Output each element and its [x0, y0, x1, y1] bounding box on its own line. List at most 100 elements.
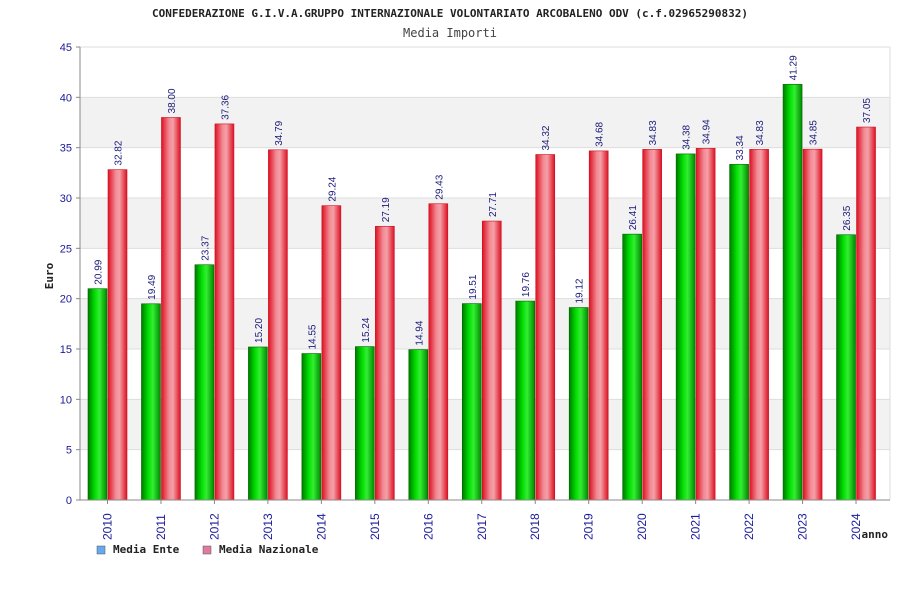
y-tick-label: 35 — [60, 143, 72, 155]
x-tick-label: 2010 — [101, 513, 115, 540]
data-label: 19.51 — [468, 274, 479, 299]
bar-media-nazionale — [107, 169, 128, 501]
data-label: 32.82 — [114, 140, 125, 165]
bar-media-nazionale — [856, 126, 876, 501]
data-label: 38.00 — [167, 88, 178, 113]
data-label: 29.24 — [327, 176, 338, 201]
data-label: 37.05 — [862, 98, 873, 123]
data-label: 34.38 — [682, 124, 693, 149]
y-tick-label: 5 — [66, 445, 72, 457]
y-axis-label: Euro — [43, 262, 56, 289]
y-tick-label: 45 — [60, 42, 72, 54]
bar-media-nazionale — [695, 147, 716, 501]
x-tick-label: 2013 — [261, 513, 275, 540]
bar-media-ente — [141, 303, 161, 501]
bar-media-ente — [461, 303, 482, 501]
data-label: 19.12 — [575, 278, 586, 303]
data-label: 19.76 — [521, 272, 532, 297]
data-label: 26.41 — [628, 205, 639, 230]
data-label: 34.68 — [595, 121, 606, 146]
x-tick-label: 2024 — [849, 513, 863, 540]
data-label: 27.71 — [488, 192, 499, 217]
data-label: 34.79 — [274, 120, 285, 145]
legend-swatch-media-nazionale — [202, 545, 212, 555]
bar-media-nazionale — [428, 203, 449, 501]
data-label: 34.85 — [809, 120, 820, 145]
bar-media-ente — [836, 234, 856, 501]
bar-media-ente — [355, 346, 375, 501]
data-label: 34.83 — [648, 120, 659, 145]
data-label: 20.99 — [94, 259, 105, 284]
y-tick-label: 10 — [60, 394, 72, 406]
data-label: 15.24 — [361, 317, 372, 342]
data-label: 33.34 — [735, 135, 746, 160]
chart-subtitle: Media Importi — [403, 26, 497, 40]
x-tick-label: 2014 — [314, 513, 328, 540]
plot-band — [80, 47, 890, 98]
y-tick-label: 20 — [60, 294, 72, 306]
chart-title: CONFEDERAZIONE G.I.V.A.GRUPPO INTERNAZIO… — [152, 7, 748, 20]
bar-media-nazionale — [588, 150, 609, 501]
bar-media-nazionale — [375, 225, 395, 501]
data-label: 34.94 — [702, 119, 713, 144]
data-label: 23.37 — [200, 235, 211, 260]
x-tick-label: 2018 — [528, 513, 542, 540]
bar-media-ente — [87, 288, 108, 501]
x-tick-label: 2022 — [742, 513, 756, 540]
y-tick-label: 0 — [66, 495, 72, 507]
x-tick-label: 2021 — [689, 513, 703, 540]
plot-band — [80, 97, 890, 148]
bar-media-ente — [515, 300, 536, 501]
x-tick-label: 2016 — [421, 513, 435, 540]
x-tick-label: 2011 — [154, 514, 168, 540]
bar-media-ente — [301, 353, 322, 501]
bar-media-ente — [729, 164, 749, 501]
data-labels-group: 20.99 32.82 19.49 38.00 23.37 37.36 15.20 34.79… — [94, 55, 874, 350]
bar-media-nazionale — [481, 220, 502, 501]
legend-label-media-nazionale: Media Nazionale — [219, 543, 319, 556]
bar-media-ente — [248, 346, 268, 501]
bar-media-ente — [408, 349, 429, 501]
bar-media-nazionale — [161, 117, 181, 501]
y-axis-ticks: 0 5 10 15 20 25 30 35 40 45 — [60, 42, 80, 507]
x-axis-label: anno — [862, 528, 889, 541]
x-tick-label: 2012 — [207, 513, 221, 540]
data-label: 34.83 — [755, 120, 766, 145]
bar-media-nazionale — [321, 205, 342, 501]
bar-media-nazionale — [214, 123, 235, 501]
x-tick-label: 2015 — [368, 513, 382, 540]
x-tick-label: 2023 — [796, 513, 810, 540]
bar-media-ente — [568, 307, 589, 501]
x-axis-ticks: 2010 2011 2012 2013 2014 2015 2016 2017 2018 2019… — [101, 500, 863, 540]
data-label: 15.20 — [254, 318, 265, 343]
data-label: 14.94 — [414, 320, 425, 345]
bar-media-ente — [782, 84, 803, 501]
bar-media-nazionale — [642, 149, 662, 501]
data-label: 27.19 — [381, 197, 392, 222]
bar-media-nazionale — [802, 148, 823, 501]
x-tick-label: 2019 — [582, 513, 596, 540]
data-label: 14.55 — [307, 324, 318, 349]
y-tick-label: 40 — [60, 92, 72, 104]
bar-media-ente — [622, 233, 642, 501]
y-tick-label: 25 — [60, 243, 72, 255]
legend: Media Ente Media Nazionale — [96, 543, 319, 556]
legend-swatch-media-ente — [96, 545, 106, 555]
legend-label-media-ente: Media Ente — [113, 543, 180, 556]
data-label: 29.43 — [434, 174, 445, 199]
bar-media-nazionale — [535, 154, 556, 501]
bar-media-nazionale — [268, 149, 288, 501]
y-tick-label: 15 — [60, 344, 72, 356]
bar-media-ente — [675, 153, 696, 501]
y-tick-label: 30 — [60, 193, 72, 205]
data-label: 34.32 — [541, 125, 552, 150]
data-label: 26.35 — [842, 205, 853, 230]
x-tick-label: 2017 — [475, 513, 489, 540]
bar-media-nazionale — [749, 149, 769, 501]
x-tick-label: 2020 — [635, 513, 649, 540]
data-label: 19.49 — [147, 274, 158, 299]
data-label: 41.29 — [789, 55, 800, 80]
data-label: 37.36 — [220, 94, 231, 119]
bar-media-ente — [194, 264, 215, 501]
